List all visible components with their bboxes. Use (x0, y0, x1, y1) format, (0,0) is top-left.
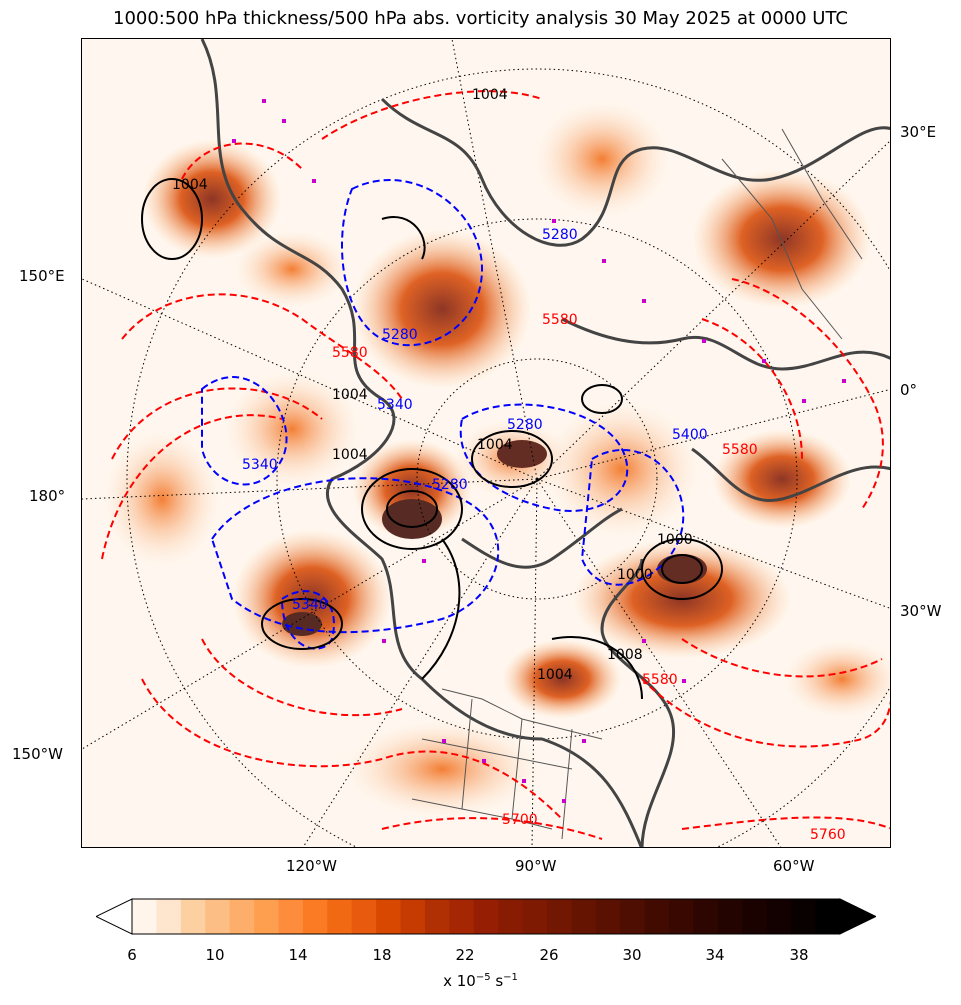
colorbar-unit-label: x 10−5 s−1 (0, 972, 961, 990)
colorbar-segment (620, 899, 646, 934)
colorbar-segment (327, 899, 353, 934)
thickness-cold-label: 5280 (432, 477, 468, 493)
lon-label-150e: 150°E (19, 267, 65, 285)
colorbar (94, 898, 878, 935)
colorbar-tick: 34 (705, 946, 725, 964)
thickness-warm-label: 5700 (502, 812, 538, 828)
colorbar-tick: 18 (372, 946, 392, 964)
unit-exp2: −1 (503, 972, 518, 983)
lon-label-30w: 30°W (900, 602, 942, 620)
thickness-cold-label: 5400 (672, 427, 708, 443)
colorbar-border (131, 898, 841, 935)
mslp-contours (141, 178, 723, 700)
political-borders (411, 128, 863, 840)
thickness-warm-label: 5580 (332, 345, 368, 361)
thickness-cold-label: 5340 (292, 597, 328, 613)
colorbar-tick: 22 (455, 946, 475, 964)
colorbar-segment (278, 899, 304, 934)
map-canvas: 1004 1004 1004 1004 1000 1000 1004 1008 … (82, 39, 890, 847)
colorbar-segment (400, 899, 426, 934)
colorbar-segment (815, 899, 841, 934)
thickness-cold-label: 5280 (542, 227, 578, 243)
lon-label-30e: 30°E (900, 123, 937, 141)
colorbar-tick: 10 (205, 946, 225, 964)
mslp-label: 1004 (472, 87, 508, 103)
mslp-label: 1004 (332, 387, 368, 403)
thickness-warm-label: 5580 (642, 672, 678, 688)
vorticity-shading (102, 99, 890, 819)
colorbar-segment (473, 899, 499, 934)
colorbar-segment (571, 899, 597, 934)
mslp-label: 1008 (607, 647, 643, 663)
map-panel[interactable]: 1004 1004 1004 1004 1000 1000 1004 1008 … (81, 38, 891, 848)
thickness-warm-label: 5580 (722, 442, 758, 458)
colorbar-segment (644, 899, 670, 934)
thickness-cold-label: 5280 (507, 417, 543, 433)
chart-title: 1000:500 hPa thickness/500 hPa abs. vort… (113, 8, 848, 29)
colorbar-segment (717, 899, 743, 934)
colorbar-segment (351, 899, 377, 934)
colorbar-segment (132, 899, 157, 934)
mslp-label: 1004 (537, 667, 573, 683)
thickness-cold-label: 5280 (382, 327, 418, 343)
thickness-warm-label: 5580 (542, 312, 578, 328)
colorbar-segment (376, 899, 402, 934)
mslp-label: 1004 (172, 177, 208, 193)
colorbar-segment (547, 899, 572, 934)
unit-mid: s (490, 972, 504, 990)
lon-label-150w: 150°W (12, 745, 63, 763)
lon-label-0: 0° (900, 381, 918, 399)
colorbar-segment (595, 899, 621, 934)
colorbar-segment (791, 899, 817, 934)
lon-label-120w: 120°W (286, 857, 337, 875)
colorbar-segment (156, 899, 182, 934)
colorbar-tick: 38 (789, 946, 809, 964)
colorbar-segment (766, 899, 792, 934)
colorbar-over-extension (839, 898, 878, 935)
thickness-cold-label: 5340 (242, 457, 278, 473)
colorbar-segment (498, 899, 524, 934)
lon-label-180: 180° (29, 487, 66, 505)
thickness-contours-warm (101, 90, 890, 840)
colorbar-segment (424, 899, 450, 934)
colorbar-segment (180, 899, 206, 934)
colorbar-segment (254, 899, 279, 934)
graticule (82, 39, 890, 847)
colorbar-segment (522, 899, 548, 934)
lon-label-90w: 90°W (515, 857, 557, 875)
mslp-label: 1004 (477, 437, 513, 453)
colorbar-segment (205, 899, 231, 934)
mslp-label: 1004 (332, 447, 368, 463)
colorbar-under-extension (94, 898, 133, 935)
mslp-label: 1000 (657, 532, 693, 548)
unit-exp1: −5 (475, 972, 491, 983)
colorbar-segment (449, 899, 475, 934)
colorbar-svg (94, 898, 878, 935)
colorbar-segment (742, 899, 768, 934)
mslp-label: 1000 (617, 567, 653, 583)
colorbar-tick: 6 (127, 946, 137, 964)
station-markers (232, 99, 846, 803)
colorbar-segment (302, 899, 328, 934)
thickness-warm-label: 5760 (810, 827, 846, 843)
colorbar-tick: 26 (539, 946, 559, 964)
colorbar-segment (693, 899, 719, 934)
colorbar-segment (229, 899, 255, 934)
lon-label-60w: 60°W (773, 857, 815, 875)
colorbar-tick: 14 (288, 946, 308, 964)
colorbar-segment (669, 899, 695, 934)
thickness-cold-label: 5340 (377, 397, 413, 413)
colorbar-tick: 30 (622, 946, 642, 964)
unit-base: x 10 (443, 972, 476, 990)
coastlines (200, 39, 890, 847)
